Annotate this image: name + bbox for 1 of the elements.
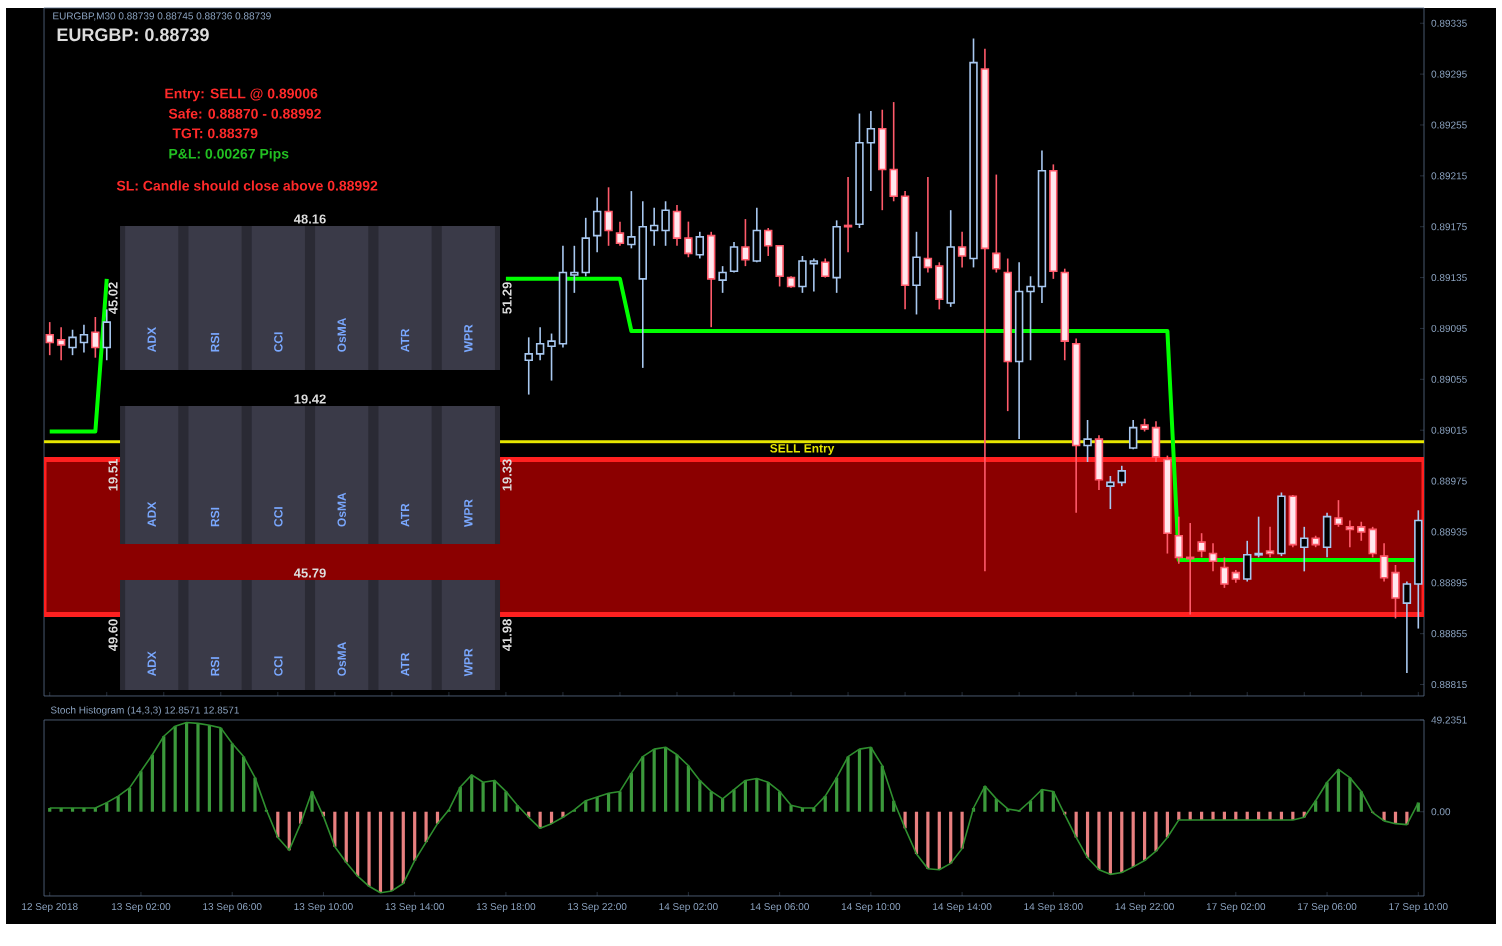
- text: EURGBP: 0.88739: [57, 28, 209, 42]
